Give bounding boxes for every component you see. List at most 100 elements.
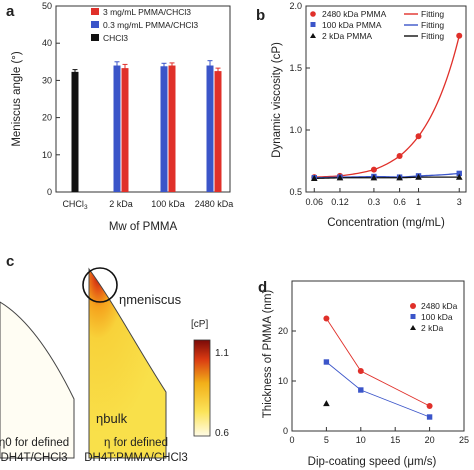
- solvent-meniscus-shape: [0, 301, 75, 459]
- point-2-kda-pmma: [370, 174, 378, 181]
- b-ytick-label: 1.5: [289, 63, 302, 73]
- b-xtick-label: 0.06: [306, 197, 324, 207]
- panel-b: b 0.5 1.0 1.5 2.0 0.06 0.12 0.3 0.6 1 3 Concentr…: [256, 1, 467, 229]
- panel-a-ylabel: Meniscus angle (°): [11, 51, 23, 147]
- panel-b-fit-lines: [314, 35, 460, 180]
- panel-b-y-axis: 0.5 1.0 1.5 2.0: [289, 1, 310, 197]
- b-ytick-label: 0.5: [289, 187, 302, 197]
- panel-d-frame: [291, 280, 465, 432]
- panel-a-x-axis: CHCl3 2 kDa 100 kDa 2480 kDa: [62, 199, 233, 211]
- legend-marker-100: [310, 22, 316, 27]
- d-xtick-label: 5: [324, 435, 329, 445]
- a-ytick-label: 0: [47, 187, 52, 197]
- point-2-kda-pmma: [310, 174, 318, 181]
- legend-fit-label-red: Fitting: [421, 9, 444, 19]
- colorbar-unit: [cP]: [191, 319, 208, 330]
- panel-d-xlabel: Dip-coating speed (μm/s): [308, 456, 437, 468]
- legend-marker-2: [310, 33, 316, 38]
- panel-c: c η0 for defined DH4T/CHCl3 ηmeniscus ηb…: [0, 253, 229, 464]
- a-ytick-label: 20: [42, 113, 52, 123]
- bulk-label: ηbulk: [96, 411, 128, 426]
- colorbar-max-label: 1.1: [215, 348, 229, 359]
- point-100-kda-pmma: [456, 170, 462, 177]
- left-caption-line2: DH4T/CHCl3: [0, 452, 67, 464]
- panel-d-ylabel: Thickness of PMMA (nm): [262, 290, 274, 419]
- b-xtick-label: 3: [457, 197, 462, 207]
- panel-a-frame: [55, 5, 231, 193]
- legend-label-d-2: 2 kDa: [421, 323, 443, 333]
- bar-chcl3-chcl3: [71, 71, 79, 192]
- panel-label-b: b: [256, 7, 265, 24]
- d-xtick-label: 10: [356, 435, 366, 445]
- legend-label-d-100: 100 kDa: [421, 312, 453, 322]
- point-2480-kda: [323, 315, 330, 322]
- point-2480-kda-pmma: [456, 32, 463, 39]
- d-xtick-label: 15: [390, 435, 400, 445]
- d-xtick-label: 25: [459, 435, 469, 445]
- b-xtick-label: 1: [416, 197, 421, 207]
- point-2480-kda-pmma: [370, 166, 377, 173]
- point-2-kda-pmma: [336, 174, 344, 181]
- colorbar-min-label: 0.6: [215, 428, 229, 439]
- colorbar: [193, 339, 211, 437]
- a-xtick-label: 100 kDa: [151, 199, 185, 209]
- line-2480-kda: [326, 318, 430, 407]
- panel-d-lines: [326, 318, 430, 418]
- point-100-kda: [426, 414, 433, 420]
- point-100-kda: [323, 359, 330, 365]
- panel-label-c: c: [6, 253, 14, 270]
- d-ytick-label: 0: [283, 426, 288, 436]
- point-2480-kda: [426, 403, 433, 409]
- right-caption-line1: η for defined: [104, 437, 168, 449]
- panel-d-y-axis: 0 10 20: [278, 326, 296, 436]
- legend-marker-d-100: [410, 314, 416, 319]
- panel-d-legend: 2480 kDa 100 kDa 2 kDa: [410, 301, 458, 333]
- meniscus-highlight-circle: [82, 267, 118, 303]
- panel-b-xlabel: Concentration (mg/mL): [327, 217, 445, 229]
- legend-marker-d-2: [410, 325, 416, 330]
- legend-label-100: 100 kDa PMMA: [322, 20, 382, 30]
- bar-0-3-mg-ml-pmma-chcl3-2480-kda: [206, 65, 214, 192]
- a-ytick-label: 30: [42, 75, 52, 85]
- d-xtick-label: 0: [289, 435, 294, 445]
- legend-swatch-3mg: [91, 8, 99, 15]
- right-caption-line2: DH4T:PMMA/CHCl3: [84, 452, 188, 464]
- bar-0-3-mg-ml-pmma-chcl3-100-kda: [160, 66, 168, 192]
- point-2-kda-pmma: [396, 174, 403, 181]
- panel-label-d: d: [258, 279, 267, 296]
- b-xtick-label: 0.3: [368, 197, 381, 207]
- point-100-kda: [358, 387, 364, 393]
- legend-label-d-2480: 2480 kDa: [421, 301, 458, 311]
- point-2-kda-pmma: [455, 173, 463, 180]
- a-ytick-label: 50: [42, 1, 52, 11]
- d-ytick-label: 10: [278, 376, 288, 386]
- legend-marker-2480: [310, 11, 316, 17]
- d-xtick-label: 20: [425, 435, 435, 445]
- panel-b-frame: [305, 5, 467, 193]
- point-2480-kda-pmma: [415, 133, 422, 140]
- panel-a-y-axis: 0 10 20 30 40 50: [42, 1, 60, 197]
- point-2480-kda-pmma: [396, 153, 403, 160]
- bar-3-mg-ml-pmma-chcl3-2480-kda: [214, 71, 222, 192]
- panel-label-a: a: [6, 3, 15, 20]
- panel-b-x-axis: 0.06 0.12 0.3 0.6 1 3: [306, 188, 462, 207]
- a-xtick-label: 2480 kDa: [195, 199, 234, 209]
- meniscus-label: ηmeniscus: [119, 292, 182, 307]
- panel-d: d 0 10 20 0 5 10 15 20 25 Dip-coating speed (μm…: [258, 279, 469, 468]
- panel-b-legend: 2480 kDa PMMA 100 kDa PMMA 2 kDa PMMA Fi…: [310, 9, 444, 41]
- panel-b-ylabel: Dynamic viscosity (cP): [271, 42, 283, 158]
- legend-marker-d-2480: [410, 303, 416, 309]
- fit-line-2480-kda-pmma: [314, 35, 460, 178]
- bar-0-3-mg-ml-pmma-chcl3-2-kda: [113, 65, 121, 192]
- fit-line-2-kda-pmma: [314, 176, 460, 180]
- panel-d-x-axis: 0 5 10 15 20 25: [289, 427, 469, 445]
- b-ytick-label: 1.0: [289, 125, 302, 135]
- a-xtick-label: 2 kDa: [109, 199, 133, 209]
- legend-swatch-chcl3: [91, 34, 99, 41]
- b-xtick-label: 0.12: [331, 197, 349, 207]
- line-100-kda: [326, 361, 430, 418]
- b-ytick-label: 2.0: [289, 1, 302, 11]
- legend-swatch-03mg: [91, 21, 99, 28]
